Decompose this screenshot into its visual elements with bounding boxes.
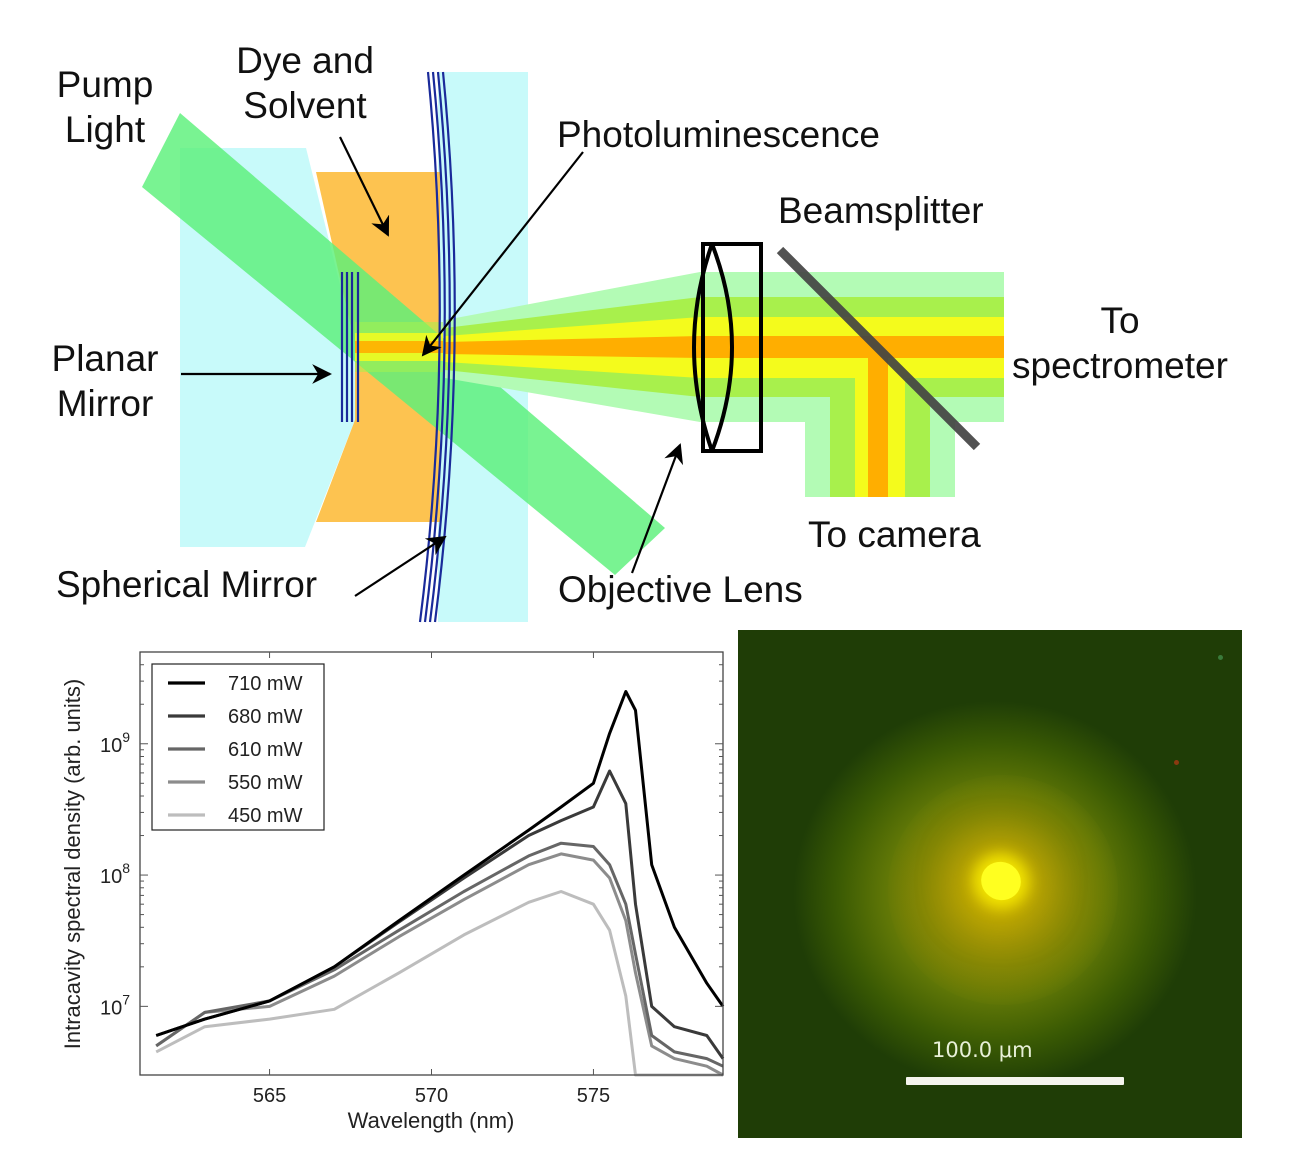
- label-planar-line1: Planar: [51, 338, 159, 379]
- planar-mirror: [340, 272, 360, 422]
- x-tick-label: 575: [577, 1085, 610, 1107]
- dye-solvent-arrow: [339, 136, 390, 237]
- series-line: [155, 841, 724, 1068]
- emission-beam-inner: [445, 317, 1004, 497]
- legend-label: 710 mW: [228, 673, 303, 695]
- legend-label: 680 mW: [228, 706, 303, 728]
- chart-legend: 710 mW 680 mW 610 mW 550 mW 450 mW: [151, 663, 325, 831]
- photoluminescence-arrow: [421, 151, 584, 357]
- label-dye-line1: Dye and: [236, 40, 374, 81]
- label-pump-line2: Light: [64, 109, 146, 151]
- label-spherical-mirror: Spherical Mirror: [56, 564, 318, 605]
- label-dye-solvent: Dye and Solvent: [225, 38, 385, 128]
- label-photoluminescence: Photoluminescence: [557, 114, 880, 155]
- objective-lens: [692, 242, 763, 453]
- legend-label: 550 mW: [228, 772, 303, 794]
- label-objective-lens: Objective Lens: [558, 569, 803, 610]
- y-axis-label: Intracavity spectral density (arb. units…: [60, 679, 85, 1049]
- label-to-camera: To camera: [808, 514, 981, 555]
- label-spectrometer-line1: To: [1100, 300, 1140, 341]
- cavity-schematic: [142, 71, 1004, 623]
- emission-beam-core: [445, 336, 1004, 497]
- y-tick-label: 107: [100, 991, 130, 1019]
- y-tick-label: 108: [100, 860, 130, 888]
- noise-dot: [1218, 655, 1223, 660]
- legend-label: 610 mW: [228, 739, 303, 761]
- label-pump-line1: Pump: [56, 64, 154, 105]
- label-to-spectrometer: To spectrometer: [1002, 298, 1238, 388]
- spherical-mirror-arrow: [354, 535, 447, 597]
- x-tick-label: 570: [415, 1085, 448, 1107]
- series-line: [155, 690, 725, 1037]
- label-spectrometer-line2: spectrometer: [1012, 345, 1228, 387]
- scale-bar-label: 100.0 μm: [932, 1038, 1033, 1062]
- series-line: [155, 852, 724, 1077]
- x-axis-label: Wavelength (nm): [348, 1108, 515, 1133]
- label-dye-line2: Solvent: [243, 85, 367, 127]
- label-beamsplitter: Beamsplitter: [778, 190, 984, 231]
- label-planar-line2: Mirror: [56, 383, 154, 425]
- label-pump-light: Pump Light: [50, 62, 160, 152]
- axis-ticks: [140, 652, 723, 1075]
- label-planar-mirror: Planar Mirror: [45, 336, 165, 426]
- noise-dot: [1174, 760, 1179, 765]
- spectrum-chart: 565 570 575 107 108 109 Wavelength (nm) Intra…: [60, 651, 725, 1133]
- beamsplitter: [776, 246, 981, 451]
- y-tick-label: 109: [100, 729, 130, 757]
- x-tick-label: 565: [253, 1085, 286, 1107]
- scale-bar: [906, 1077, 1124, 1085]
- photoluminescence-micrograph: 100.0 μm: [738, 630, 1242, 1138]
- objective-lens-arrow: [630, 443, 684, 574]
- legend-label: 450 mW: [228, 805, 303, 827]
